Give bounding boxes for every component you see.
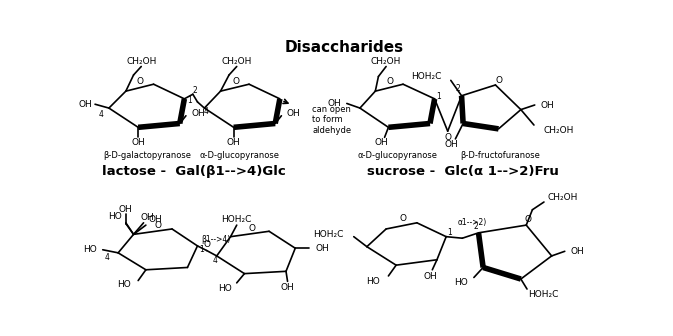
- Text: OH: OH: [78, 100, 92, 109]
- Text: OH: OH: [191, 109, 205, 118]
- Text: lactose -  Gal(β1-->4)Glc: lactose - Gal(β1-->4)Glc: [102, 165, 285, 178]
- Text: OH: OH: [281, 283, 294, 292]
- Text: O: O: [444, 133, 451, 142]
- Text: HO: HO: [83, 245, 97, 254]
- Text: HOH₂C: HOH₂C: [411, 72, 441, 81]
- Text: OH: OH: [131, 138, 145, 147]
- Text: O: O: [155, 221, 162, 229]
- Text: OH: OH: [445, 140, 458, 149]
- Text: OH: OH: [540, 100, 554, 110]
- Text: O: O: [232, 77, 240, 86]
- Text: HOH₂C: HOH₂C: [221, 215, 252, 224]
- Text: CH₂OH: CH₂OH: [371, 56, 401, 66]
- Text: 2: 2: [192, 86, 197, 95]
- Text: α1-->2): α1-->2): [458, 218, 487, 227]
- Text: 1: 1: [436, 92, 441, 101]
- Text: HO: HO: [116, 280, 131, 289]
- Text: O: O: [524, 215, 531, 224]
- Text: sucrose -  Glc(α 1-->2)Fru: sucrose - Glc(α 1-->2)Fru: [367, 165, 559, 178]
- Text: α-D-glucopyranose: α-D-glucopyranose: [200, 151, 280, 160]
- Text: OH: OH: [424, 272, 437, 281]
- Text: OH: OH: [328, 99, 341, 108]
- Text: HO: HO: [218, 284, 232, 293]
- Text: O: O: [248, 224, 256, 233]
- Text: O: O: [400, 214, 406, 223]
- Text: OH: OH: [315, 244, 329, 253]
- Text: Disaccharides: Disaccharides: [285, 40, 404, 55]
- Text: HOH₂C: HOH₂C: [314, 230, 344, 239]
- Text: OH: OH: [149, 215, 163, 224]
- Text: 4: 4: [213, 256, 217, 265]
- Text: 4: 4: [99, 110, 104, 119]
- Text: CH₂OH: CH₂OH: [126, 56, 156, 66]
- Text: OH: OH: [119, 205, 133, 214]
- Text: HO: HO: [366, 277, 380, 286]
- Text: O: O: [495, 76, 502, 85]
- Text: β-D-fructofuranose: β-D-fructofuranose: [460, 151, 540, 160]
- Text: can open
to form
aldehyde: can open to form aldehyde: [312, 105, 351, 135]
- Text: 4: 4: [105, 253, 110, 262]
- Text: OH: OH: [287, 109, 301, 118]
- Text: CH₂OH: CH₂OH: [221, 56, 252, 66]
- Text: 2: 2: [473, 222, 478, 231]
- Text: HOH₂C: HOH₂C: [528, 290, 559, 299]
- Text: OH: OH: [141, 213, 154, 222]
- Text: O: O: [386, 77, 394, 86]
- Text: OH: OH: [227, 138, 240, 147]
- Text: β-D-galactopyranose: β-D-galactopyranose: [104, 151, 191, 160]
- Text: 4: 4: [203, 108, 209, 117]
- Text: O: O: [137, 77, 144, 86]
- Text: 1: 1: [187, 96, 192, 105]
- Text: HO: HO: [454, 278, 468, 287]
- Text: α-D-glucopyranose: α-D-glucopyranose: [357, 151, 437, 160]
- Text: O: O: [204, 240, 211, 249]
- Text: β1-->4): β1-->4): [201, 235, 231, 244]
- Text: 2: 2: [456, 84, 460, 93]
- Text: OH: OH: [375, 138, 388, 147]
- Text: 1: 1: [199, 245, 204, 254]
- Text: OH: OH: [571, 247, 585, 256]
- Text: HO: HO: [108, 212, 122, 221]
- Text: 1: 1: [447, 228, 452, 237]
- Text: CH₂OH: CH₂OH: [543, 126, 573, 135]
- Text: CH₂OH: CH₂OH: [548, 193, 578, 202]
